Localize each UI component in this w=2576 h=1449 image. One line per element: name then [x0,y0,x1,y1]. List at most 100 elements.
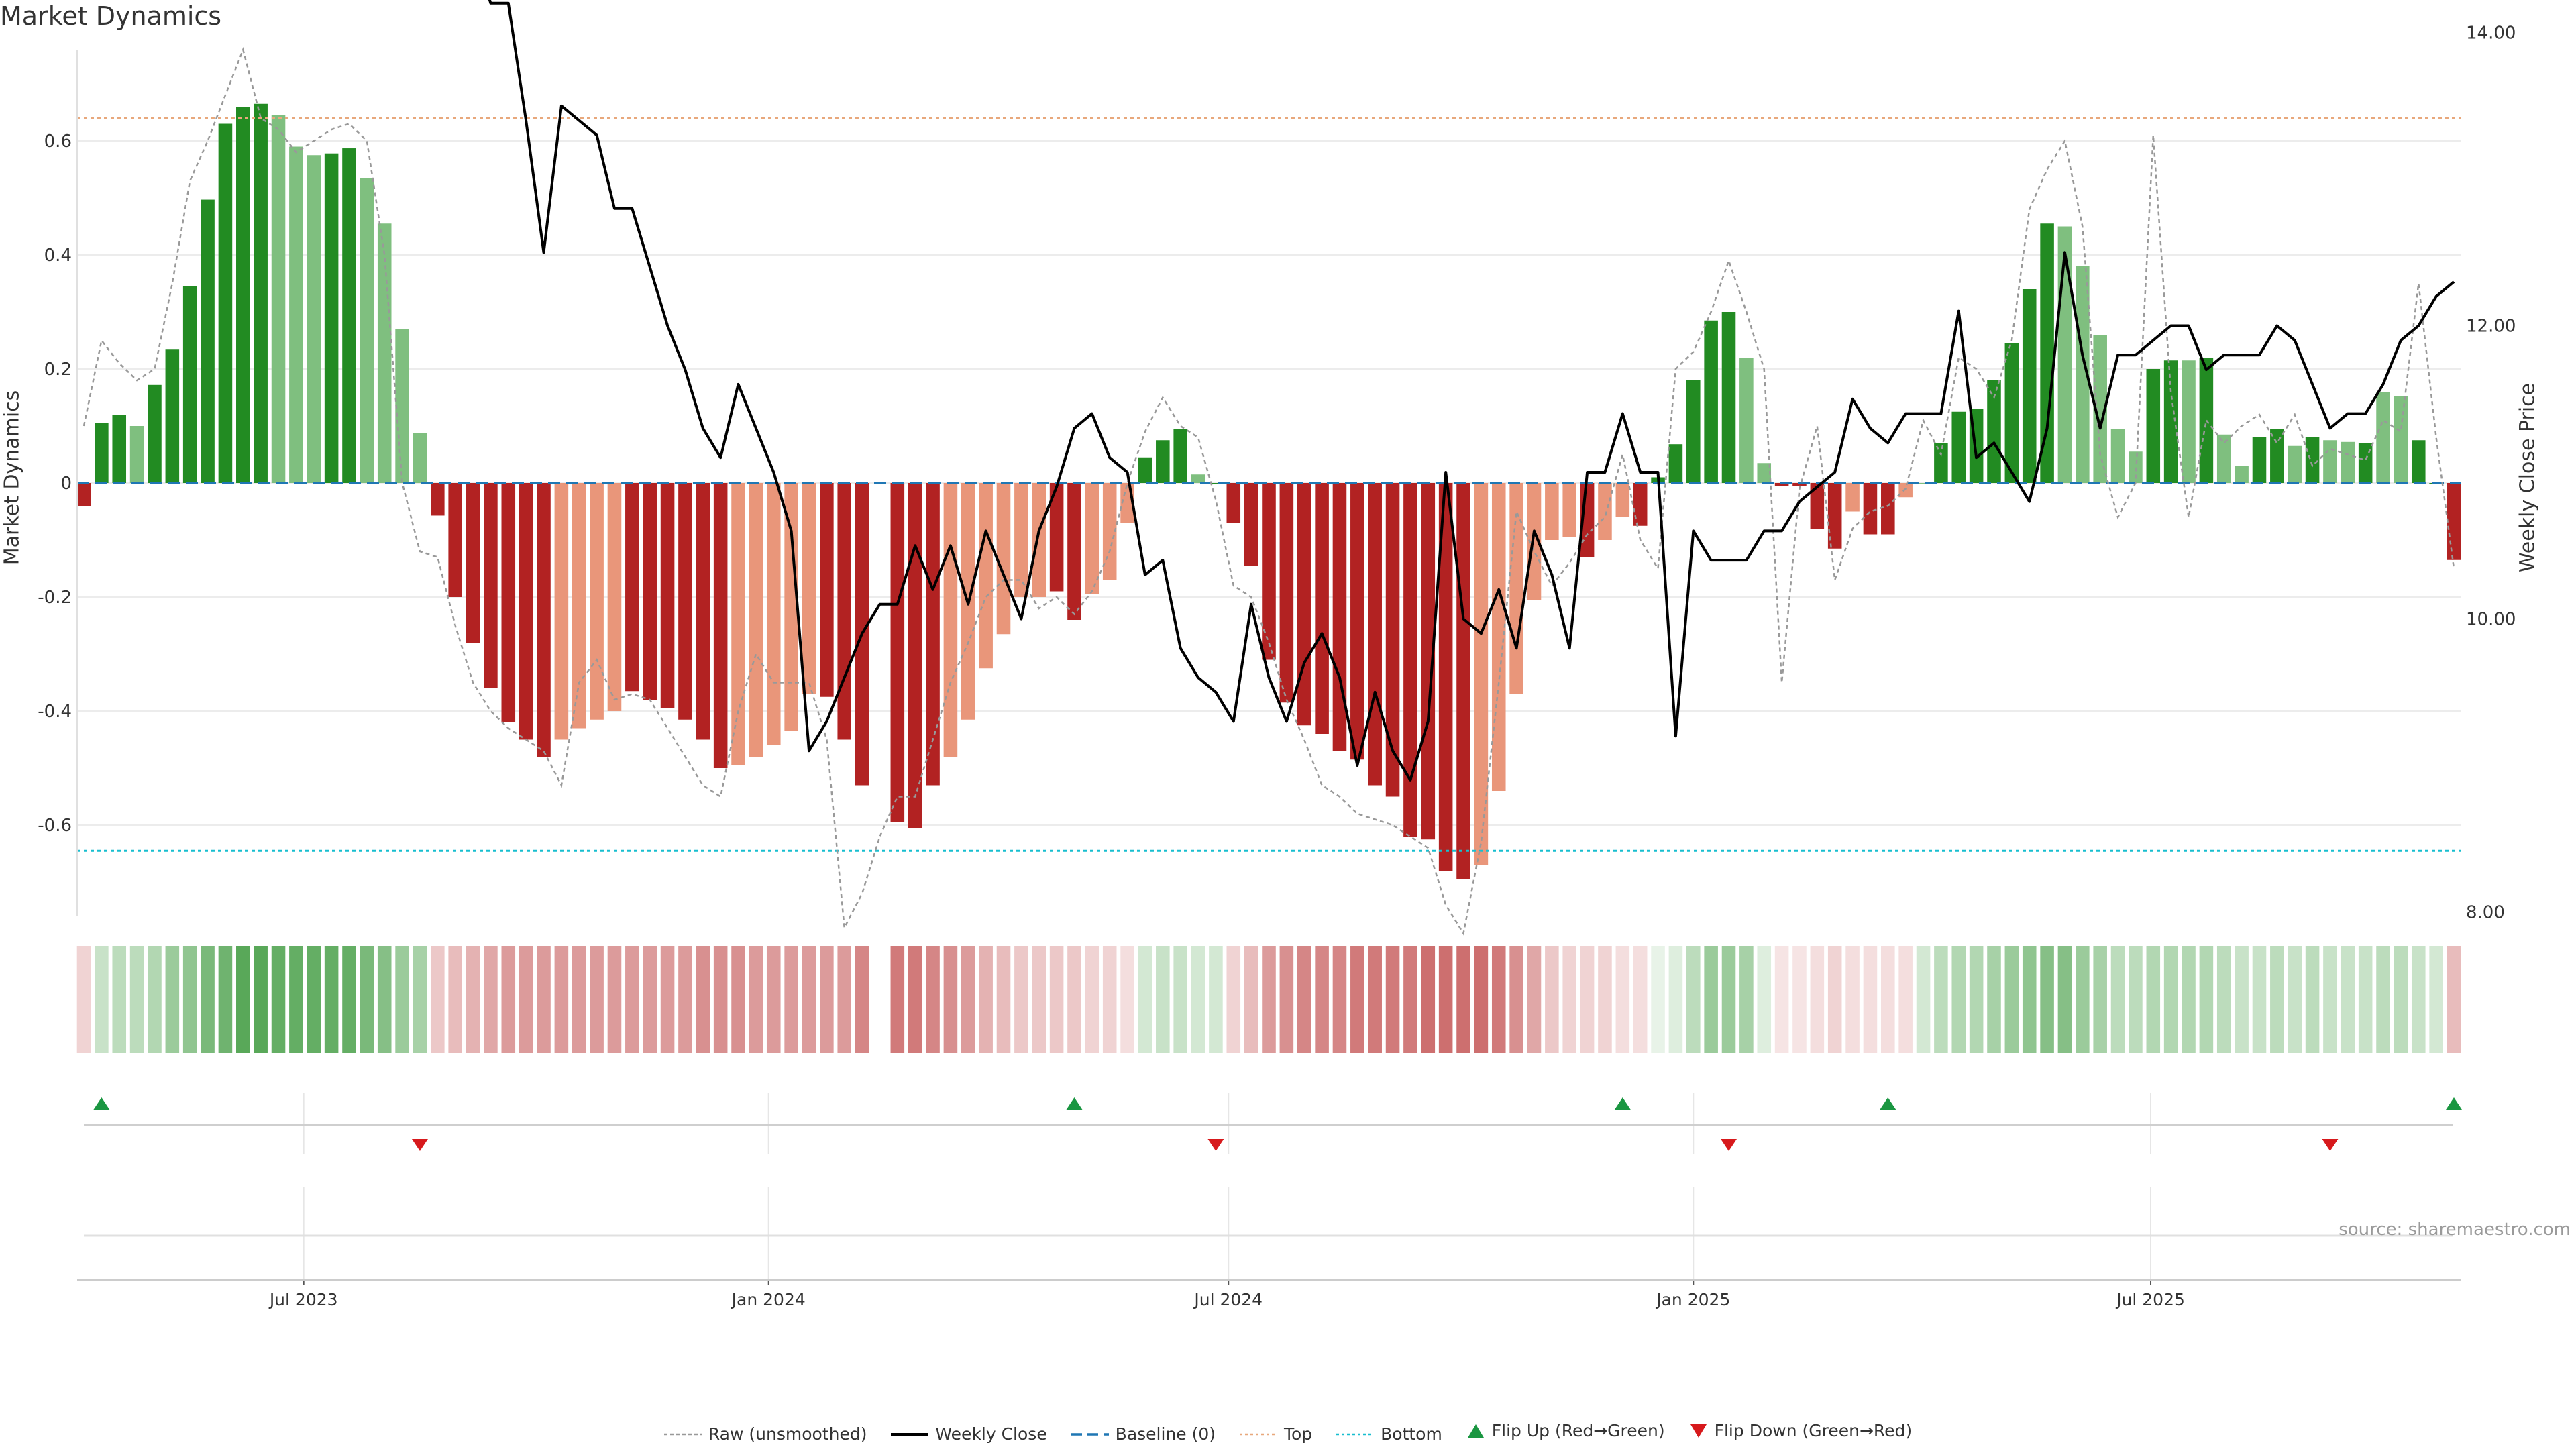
dynamics-bar [1067,483,1081,620]
regime-cell [696,946,710,1053]
dynamics-bar [1244,483,1258,566]
dynamics-bar [643,483,657,700]
dynamics-bar [112,415,127,483]
regime-cell [2040,946,2054,1053]
right-axis-label: Weekly Close Price [2516,382,2540,573]
x-tick-label: Jan 2024 [731,1290,806,1309]
dynamics-bar [95,423,109,483]
flip-up-marker [1880,1097,1896,1110]
dynamics-bar [2447,483,2461,560]
regime-cell [1368,946,1382,1053]
dynamics-bar [713,483,728,768]
dynamics-bar [182,286,197,483]
left-tick-label: -0.6 [38,816,72,836]
legend-flip-up-label: Flip Up (Red→Green) [1491,1421,1665,1440]
regime-cell [148,946,162,1053]
dynamics-bar [2093,335,2107,483]
regime-cell [1032,946,1046,1053]
regime-cell [112,946,127,1053]
dynamics-bar [1739,358,1754,483]
dynamics-bar [802,483,816,694]
regime-cell [1491,946,1506,1053]
dynamics-bar [766,483,781,745]
gridlines [77,140,2461,1280]
dynamics-bar [2323,440,2337,483]
dynamics-bar [1491,483,1506,791]
left-tick-label: 0.6 [44,131,72,152]
regime-cell [377,946,392,1053]
legend-raw: Raw (unsmoothed) [663,1424,867,1444]
dynamics-bar [590,483,604,720]
dynamics-bar [1403,483,1417,837]
regime-cell [413,946,427,1053]
dynamics-bar [448,483,462,597]
regime-cell [2305,946,2320,1053]
regime-cell [95,946,109,1053]
regime-cell [484,946,498,1053]
dynamics-bar [76,483,91,506]
dynamics-bar [731,483,745,765]
regime-cell [1916,946,1931,1053]
right-tick-label: 8.00 [2466,903,2505,923]
dynamics-bar [1226,483,1241,523]
dynamics-bar [254,103,268,483]
dynamics-bar [1279,483,1294,703]
regime-cell [731,946,745,1053]
dynamics-bar [165,349,180,483]
left-tick-label: -0.4 [38,702,72,722]
regime-cell [466,946,480,1053]
dynamics-bar [148,384,162,483]
regime-cell [1757,946,1772,1053]
dynamics-bar [1421,483,1436,840]
regime-cell [554,946,569,1053]
legend-flip-up: Flip Up (Red→Green) [1466,1421,1665,1440]
dynamics-bar [2004,343,2019,483]
dynamics-bar [519,483,533,740]
dynamics-bar [1156,440,1170,483]
regime-cell [2323,946,2337,1053]
dynamics-bar [1297,483,1311,726]
regime-cell [1721,946,1736,1053]
regime-cell [1385,946,1400,1053]
regime-cell [2216,946,2231,1053]
regime-cell [1615,946,1630,1053]
dynamics-bar [1898,483,1913,498]
regime-cell [271,946,286,1053]
dynamics-bar [1951,411,1966,483]
x-tick-label: Jul 2023 [268,1290,338,1309]
dynamics-bar [1368,483,1382,786]
regime-cell [2411,946,2426,1053]
dynamics-bar [2076,266,2090,483]
regime-cell [501,946,516,1053]
regime-cell [607,946,622,1053]
regime-cell [979,946,993,1053]
dynamics-bar [2110,429,2125,483]
x-tick-label: Jul 2025 [2115,1290,2185,1309]
legend-flip-down-label: Flip Down (Green→Red) [1714,1421,1913,1440]
regime-cell [129,946,144,1053]
regime-cell [1421,946,1436,1053]
dynamics-bar [979,483,993,669]
regime-cell [802,946,816,1053]
regime-cell [1403,946,1417,1053]
regime-cell [1987,946,2001,1053]
dynamics-bar [377,223,392,483]
regime-cell [537,946,551,1053]
dynamics-bar [1014,483,1028,597]
dynamics-bar [271,115,286,483]
regime-cell [678,946,692,1053]
regime-cell [76,946,91,1053]
regime-cell [2110,946,2125,1053]
dynamics-bar [1102,483,1117,580]
regime-cell [2270,946,2284,1053]
regime-cell [236,946,250,1053]
dynamics-bar [1315,483,1329,734]
regime-cell [1138,946,1152,1053]
regime-cell [1297,946,1311,1053]
regime-cell [996,946,1011,1053]
regime-cell [254,946,268,1053]
right-tick-label: 10.00 [2466,610,2516,630]
dynamics-bar [554,483,569,740]
regime-cell [961,946,975,1053]
legend-raw-label: Raw (unsmoothed) [708,1424,867,1444]
